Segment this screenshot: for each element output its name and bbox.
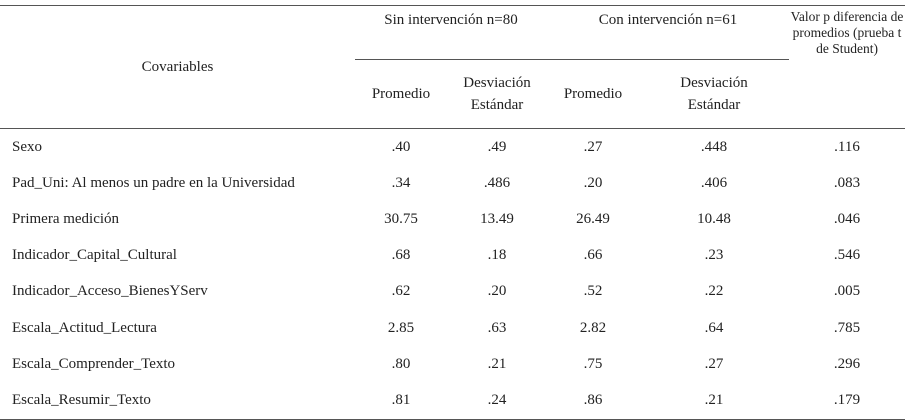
cell-value: .083 (833, 174, 861, 191)
cell-value: .18 (487, 247, 507, 264)
cell-value: .81 (355, 382, 447, 420)
table-body: Sexo .40 .49 .27 .448 .116 Pad_Uni: Al menos u… (0, 129, 906, 420)
cell-value: .116 (834, 138, 860, 155)
cell-value: .21 (487, 355, 507, 372)
subheader: Desviación Estándar (447, 59, 548, 129)
cell-value: .179 (789, 382, 906, 420)
group-header: Sin intervención n=80 (355, 5, 548, 60)
cell-value: .24 (447, 382, 548, 420)
cell-value: .20 (487, 283, 507, 300)
covariable-name: Pad_Uni: Al menos un padre en la Univers… (12, 174, 295, 191)
cell-value: 13.49 (480, 210, 514, 227)
covariable-name: Escala_Comprender_Texto (12, 355, 176, 372)
cell-value: 26.49 (576, 210, 610, 227)
cell-value: .486 (483, 174, 511, 191)
table-header: Covariables Sin intervención n=80 Con in… (0, 5, 906, 129)
cell-value: .27 (583, 138, 603, 155)
subheader: Promedio (355, 59, 447, 129)
cell-value: .448 (700, 138, 728, 155)
table-row: Indicador_Capital_Cultural .68 .18 .66 .23 .5… (0, 238, 905, 274)
cell-value: .005 (833, 283, 861, 300)
table-row: Sexo .40 .49 .27 .448 .116 (0, 129, 905, 166)
covariable-name: Escala_Resumir_Texto (0, 382, 355, 420)
cell-value: 2.82 (579, 319, 607, 336)
cell-value: .66 (583, 247, 603, 264)
cell-value: .75 (583, 355, 603, 372)
cell-value: .86 (547, 382, 640, 420)
covariables-header: Covariables (0, 5, 355, 129)
table-row: Escala_Actitud_Lectura 2.85 .63 2.82 .64 .785 (0, 310, 905, 346)
group-header: Con intervención n=61 (547, 5, 790, 60)
cell-value: .406 (700, 174, 728, 191)
cell-value: .34 (391, 174, 411, 191)
cell-value: .21 (639, 382, 790, 420)
table-row: Escala_Resumir_Texto .81.24.86.21.179 (0, 382, 906, 420)
cell-value: .20 (583, 174, 603, 191)
covariable-name: Indicador_Capital_Cultural (12, 247, 177, 264)
covariable-name: Escala_Actitud_Lectura (12, 319, 157, 336)
cell-value: .546 (833, 247, 861, 264)
table-row: Indicador_Acceso_BienesYServ .62 .20 .52 .22… (0, 274, 905, 310)
cell-value: .27 (704, 355, 724, 372)
cell-value: .23 (704, 247, 724, 264)
data-table: Covariables Sin intervención n=80 Con in… (0, 5, 906, 420)
cell-value: .63 (487, 319, 507, 336)
subheader: Promedio (547, 59, 640, 129)
covariable-name: Indicador_Acceso_BienesYServ (12, 283, 208, 300)
cell-value: .785 (833, 319, 861, 336)
cell-value: .49 (487, 138, 507, 155)
cell-value: .40 (391, 138, 411, 155)
cell-value: 30.75 (384, 210, 418, 227)
cell-value: .64 (704, 319, 724, 336)
cell-value: .62 (391, 283, 411, 300)
subheader: Desviación Estándar (639, 59, 790, 129)
cell-value: .22 (704, 283, 724, 300)
cell-value: 2.85 (387, 319, 415, 336)
cell-value: .68 (391, 247, 411, 264)
covariable-name: Sexo (12, 138, 42, 155)
table-row: Escala_Comprender_Texto .80 .21 .75 .27 .296 (0, 346, 905, 382)
cell-value: .046 (833, 210, 861, 227)
table-row: Pad_Uni: Al menos un padre en la Univers… (0, 165, 905, 201)
cell-value: .296 (833, 355, 861, 372)
p-value-header: Valor p diferencia de promedios (prueba … (789, 5, 906, 129)
cell-value: 10.48 (697, 210, 731, 227)
table-row: Primera medición 30.75 13.49 26.49 10.48 .046 (0, 201, 905, 237)
cell-value: .52 (583, 283, 603, 300)
cell-value: .80 (391, 355, 411, 372)
covariable-name: Primera medición (12, 210, 120, 227)
